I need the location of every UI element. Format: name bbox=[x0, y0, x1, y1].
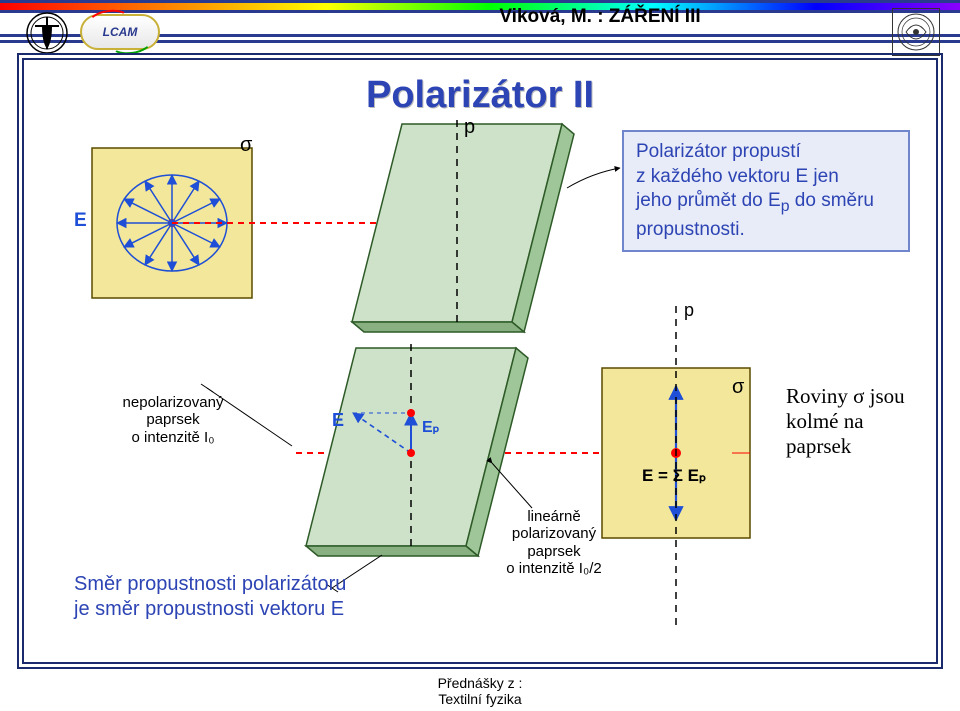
roviny-l2: kolmé na bbox=[786, 409, 864, 433]
logo-tul-icon bbox=[26, 12, 68, 54]
sigma-top-label: σ bbox=[240, 134, 252, 157]
nepolar-l2: paprsek bbox=[146, 411, 199, 428]
linear-label: lineárně polarizovaný paprsek o intenzit… bbox=[484, 508, 624, 577]
footer-l2: Textilní fyzika bbox=[438, 691, 521, 707]
nepolar-l3: o intenzitě I₀ bbox=[132, 429, 215, 446]
nepolar-l1: nepolarizovaný bbox=[123, 394, 224, 411]
polarizer-plate-top bbox=[352, 120, 574, 332]
e-sum-label: E = Σ Eₚ bbox=[642, 466, 706, 486]
linear-l3: paprsek bbox=[527, 543, 580, 560]
p-right-label: p bbox=[684, 300, 694, 321]
smer-label: Směr propustnosti polarizátoru je směr p… bbox=[74, 572, 346, 622]
linear-l1: lineárně bbox=[527, 508, 580, 525]
footer-l1: Přednášky z : bbox=[438, 675, 523, 691]
roviny-label: Roviny σ jsou kolmé na paprsek bbox=[786, 384, 905, 460]
nepolar-label: nepolarizovaný paprsek o intenzitě I₀ bbox=[108, 394, 238, 446]
smer-l2: je směr propustnosti vektoru E bbox=[74, 598, 344, 620]
e-top-label: E bbox=[74, 210, 87, 232]
ep-mid-label: Eₚ bbox=[422, 417, 440, 437]
smer-l1: Směr propustnosti polarizátoru bbox=[74, 573, 346, 595]
logo-ft-icon bbox=[892, 8, 940, 56]
roviny-l3: paprsek bbox=[786, 434, 851, 458]
logo-lcam-icon: LCAM bbox=[80, 14, 160, 50]
linear-l4: o intenzitě I₀/2 bbox=[506, 560, 601, 577]
linear-l2: polarizovaný bbox=[512, 525, 596, 542]
roviny-l1: Roviny σ jsou bbox=[786, 384, 905, 408]
header-title: Viková, M. : ZÁŘENÍ III bbox=[370, 3, 830, 31]
p-top-label: p bbox=[464, 116, 475, 139]
sigma-right-label: σ bbox=[732, 376, 744, 399]
footer: Přednášky z : Textilní fyzika bbox=[0, 675, 960, 707]
slide-frame: Polarizátor II Polarizátor propustí z ka… bbox=[22, 58, 938, 664]
diagram-svg bbox=[32, 68, 928, 654]
slide-stage: Polarizátor II Polarizátor propustí z ka… bbox=[32, 68, 928, 654]
e-mid-label: E bbox=[332, 410, 344, 431]
